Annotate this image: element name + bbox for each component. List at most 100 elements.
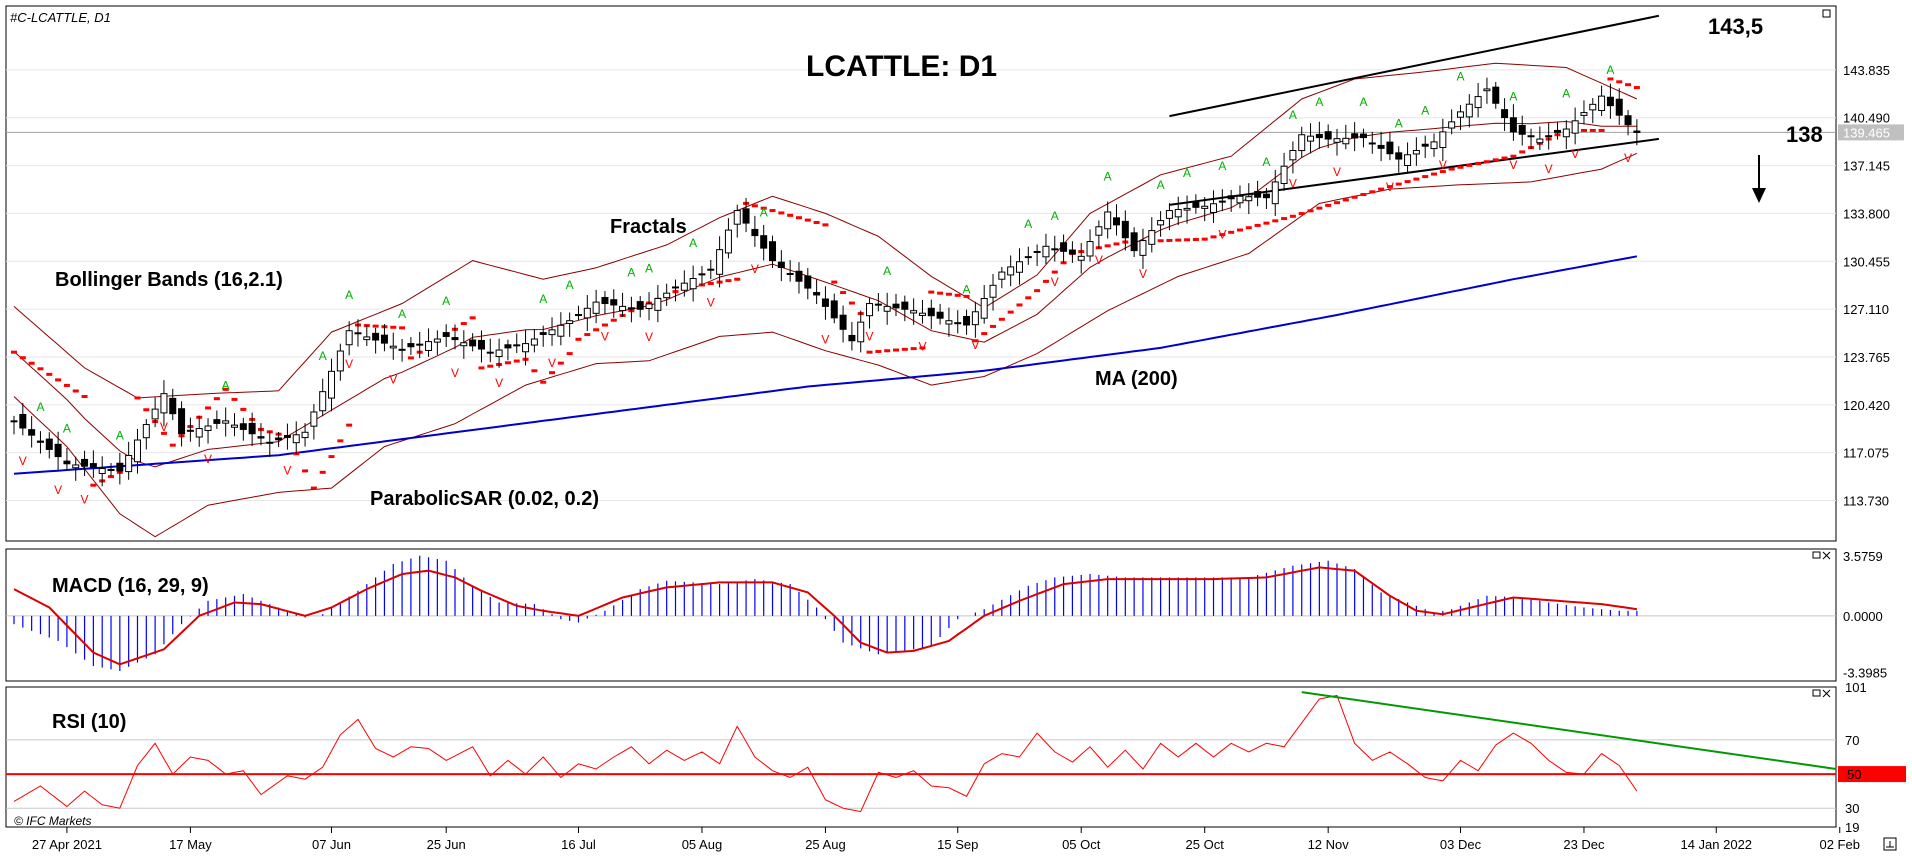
chart-title: LCATTLE: D1 — [806, 50, 997, 83]
fractal-up-mark: A — [963, 283, 971, 297]
fractal-up-mark: A — [689, 236, 697, 250]
candle-bear — [1254, 191, 1262, 198]
candle-bear — [1130, 232, 1138, 252]
sar-dot — [1395, 182, 1402, 186]
channel-upper — [1169, 14, 1660, 118]
sar-dot — [337, 439, 344, 443]
current-price-label: 139.465 — [1843, 125, 1890, 140]
candle-bear — [81, 458, 89, 467]
fractal-up-mark: A — [1606, 63, 1614, 77]
sar-dot — [11, 350, 17, 354]
candle-bear — [901, 301, 909, 310]
fractal-down-mark: V — [204, 452, 212, 466]
sar-dot — [866, 350, 873, 354]
candle-bear — [777, 261, 785, 268]
sar-dot — [1104, 244, 1111, 248]
fractal-down-mark: V — [1051, 275, 1059, 289]
fractal-down-mark: V — [971, 338, 979, 352]
fractal-up-mark: A — [398, 307, 406, 321]
candle-bull — [389, 345, 397, 349]
sar-dot — [769, 209, 776, 213]
sar-dot — [787, 213, 794, 217]
fractal-down-mark: V — [1139, 267, 1147, 281]
sar-dot — [240, 407, 247, 411]
sar-dot — [822, 223, 829, 227]
sar-dot — [1007, 310, 1014, 314]
candle-bull — [495, 349, 503, 358]
sar-dot — [310, 486, 317, 490]
sar-dot — [1175, 238, 1182, 242]
fractal-down-mark: V — [645, 330, 653, 344]
candle-bear — [442, 332, 450, 337]
candle-bull — [989, 284, 997, 298]
sar-dot — [1325, 203, 1332, 207]
candle-bear — [786, 272, 794, 275]
candle-bear — [1518, 124, 1526, 135]
fractal-up-mark: A — [1395, 117, 1403, 131]
candle-bull — [1280, 165, 1288, 185]
candle-bull — [645, 303, 653, 309]
candle-bull — [627, 307, 635, 310]
candle-bull — [1148, 230, 1156, 245]
copyright-label: © IFC Markets — [14, 814, 92, 828]
sar-dot — [795, 216, 802, 220]
macd-panel-window-icons[interactable] — [1812, 551, 1831, 560]
fractal-up-mark: A — [627, 265, 635, 279]
candle-bear — [1624, 115, 1632, 126]
sar-dot — [981, 332, 988, 336]
fractal-down-mark: V — [19, 454, 27, 468]
candle-bear — [936, 311, 944, 319]
sar-dot — [19, 356, 26, 360]
candle-bull — [1024, 256, 1032, 259]
candle-bull — [1404, 154, 1412, 166]
sar-dot — [399, 326, 406, 330]
candle-bull — [125, 454, 133, 473]
sar-dot — [1334, 201, 1340, 205]
rsi-panel-window-icons[interactable] — [1812, 689, 1831, 698]
fractal-down-mark: V — [495, 376, 503, 390]
candle-bull — [971, 311, 979, 326]
fractal-up-mark: A — [1562, 87, 1570, 101]
candle-bear — [1386, 141, 1394, 155]
candle-bull — [319, 391, 327, 412]
sar-dot — [1598, 128, 1605, 132]
scroll-end-icon[interactable] — [1883, 837, 1897, 851]
sar-dot — [1192, 237, 1199, 241]
sar-dot — [778, 211, 785, 215]
fractal-down-mark: V — [1095, 253, 1103, 267]
candle-bull — [566, 320, 574, 324]
sar-dot — [143, 408, 150, 412]
sar-dot — [751, 204, 758, 208]
price-panel-window-icon[interactable] — [1822, 9, 1831, 18]
candle-bull — [1342, 137, 1350, 145]
candle-bear — [178, 408, 186, 435]
sar-dot — [328, 455, 335, 459]
candle-bull — [328, 370, 336, 399]
sar-dot — [231, 397, 238, 401]
candle-bull — [1307, 135, 1315, 142]
candle-bull — [1448, 121, 1456, 129]
sar-dot — [734, 277, 741, 281]
candle-bull — [1157, 220, 1165, 226]
sar-dot — [1483, 160, 1490, 164]
sar-dot — [954, 293, 961, 297]
rsi-title: RSI (10) — [52, 711, 126, 733]
annotation-fractals: Fractals — [610, 216, 687, 238]
candle-bull — [716, 249, 724, 275]
candle-bear — [257, 436, 265, 439]
sar-dot — [1263, 221, 1270, 225]
candle-bull — [1007, 266, 1015, 276]
candle-bull — [1095, 226, 1103, 236]
candle-bear — [1501, 109, 1509, 119]
candle-bear — [1421, 143, 1429, 147]
candle-bull — [530, 338, 538, 346]
candle-bull — [1139, 240, 1147, 256]
candle-bull — [1201, 205, 1209, 209]
x-axis-tick-label: 17 May — [169, 837, 212, 852]
channel-lower — [1169, 137, 1660, 206]
rsi-axis-tick-label: 70 — [1845, 733, 1859, 748]
fractal-down-mark: V — [283, 463, 291, 477]
candle-bear — [927, 307, 935, 317]
fractal-down-mark: V — [345, 357, 353, 371]
candle-bear — [769, 241, 777, 262]
